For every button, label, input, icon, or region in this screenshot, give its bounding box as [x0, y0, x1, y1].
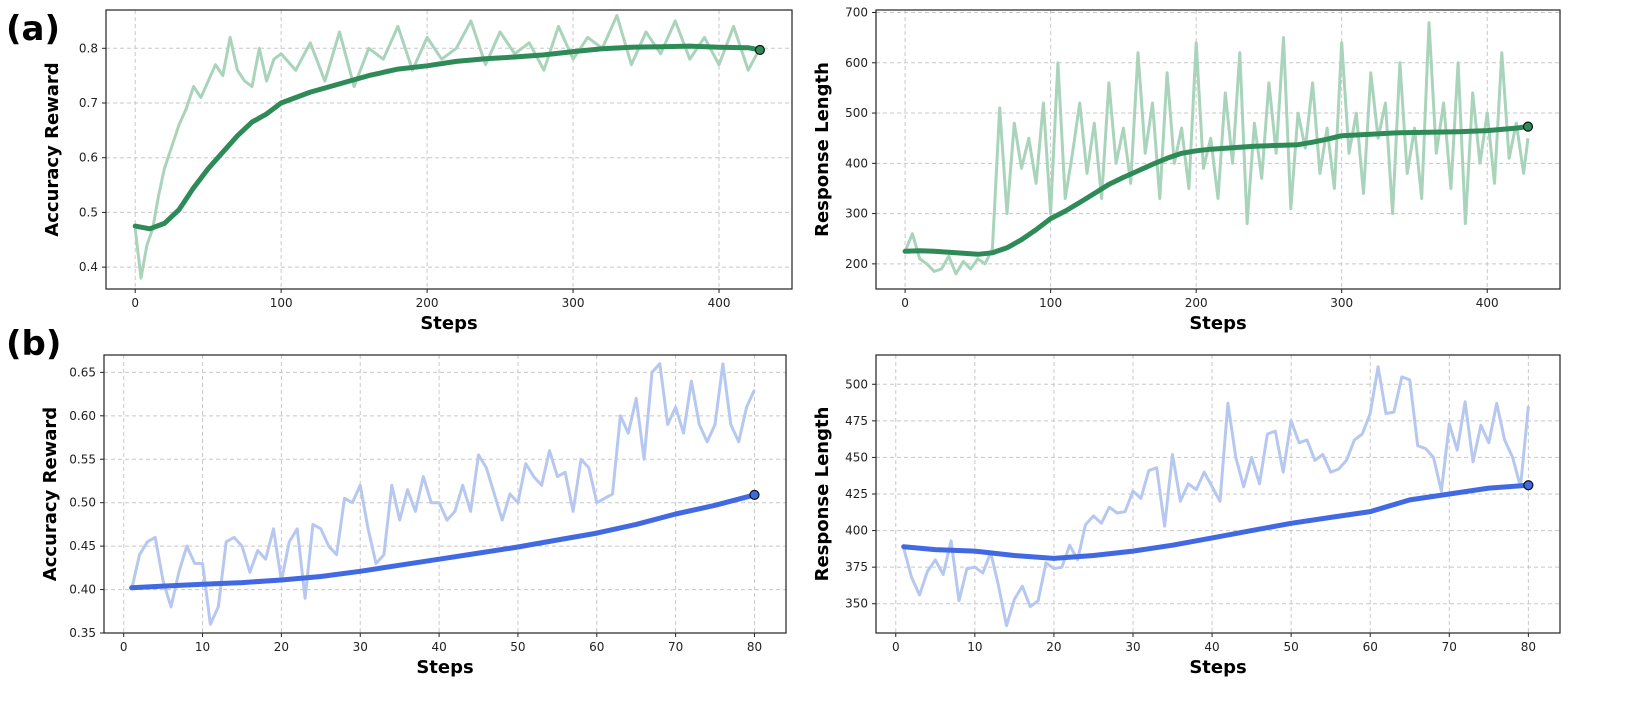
x-tick-label: 40 — [431, 640, 446, 654]
end-point-marker — [1522, 121, 1534, 132]
y-tick-label: 0.65 — [69, 365, 96, 379]
y-tick-label: 0.50 — [69, 496, 96, 510]
y-tick-label: 0.4 — [79, 260, 98, 274]
smoothed-series-line — [902, 124, 1531, 257]
chart-a-response-length: 0 100 200 300 400 200 300 400 500 600 700 Steps Resp… — [812, 6, 1561, 334]
x-tick-label: 20 — [274, 640, 289, 654]
y-axis-title: Accuracy Reward — [40, 407, 61, 581]
y-tick-label: 0.6 — [79, 151, 98, 165]
x-axis-title: Steps — [1189, 313, 1246, 334]
x-axis-title: Steps — [420, 313, 477, 334]
chart-b-response-length: 0 10 20 30 40 50 60 70 80 350 375 400 425 450 475 500 St… — [812, 354, 1561, 678]
x-tick-label: 200 — [416, 296, 439, 310]
x-tick-label: 40 — [1204, 640, 1219, 654]
x-tick-label: 100 — [270, 296, 293, 310]
y-tick-label: 0.55 — [69, 452, 96, 466]
y-tick-label: 0.35 — [69, 626, 96, 640]
x-tick-label: 50 — [510, 640, 525, 654]
end-point-marker — [1523, 480, 1534, 491]
y-tick-label: 500 — [845, 106, 868, 120]
smoothed-series-line — [901, 482, 1531, 561]
x-tick-label: 400 — [708, 296, 731, 310]
plot-frame — [105, 9, 793, 290]
x-tick-label: 10 — [195, 640, 210, 654]
x-tick-label: 80 — [747, 640, 762, 654]
y-tick-label: 500 — [845, 377, 868, 391]
y-tick-label: 375 — [845, 560, 868, 574]
y-tick-label: 700 — [845, 6, 868, 20]
x-tick-label: 60 — [589, 640, 604, 654]
y-axis-title: Response Length — [812, 407, 833, 582]
y-tick-label: 425 — [845, 487, 868, 501]
raw-series-line — [133, 14, 762, 280]
x-axis-title: Steps — [416, 657, 473, 678]
y-tick-label: 400 — [845, 524, 868, 538]
y-tick-label: 350 — [845, 597, 868, 611]
x-tick-label: 0 — [120, 640, 128, 654]
x-tick-label: 0 — [901, 296, 909, 310]
y-axis-title: Response Length — [812, 62, 833, 237]
plot-frame — [875, 9, 1561, 290]
smoothed-series-line — [129, 492, 757, 591]
y-axis-title: Accuracy Reward — [42, 62, 63, 236]
plot-frame — [875, 354, 1561, 634]
y-tick-label: 0.7 — [79, 96, 98, 110]
y-tick-label: 0.8 — [79, 41, 98, 55]
x-axis-title: Steps — [1189, 657, 1246, 678]
y-tick-label: 475 — [845, 414, 868, 428]
end-point-marker — [749, 489, 760, 500]
x-tick-label: 0 — [892, 640, 900, 654]
x-tick-label: 70 — [668, 640, 683, 654]
y-tick-label: 0.45 — [69, 539, 96, 553]
x-tick-label: 50 — [1284, 640, 1299, 654]
x-tick-label: 30 — [353, 640, 368, 654]
chart-a-accuracy-reward: 0 100 200 300 400 0.4 0.5 0.6 0.7 0.8 Steps Accurac… — [42, 9, 793, 334]
x-tick-label: 20 — [1046, 640, 1061, 654]
y-tick-label: 200 — [845, 257, 868, 271]
panel-label-b: (b) — [6, 324, 61, 364]
raw-series-line — [130, 362, 756, 626]
x-tick-label: 400 — [1476, 296, 1499, 310]
y-tick-label: 0.40 — [69, 583, 96, 597]
raw-series-line — [902, 365, 1530, 628]
y-tick-label: 0.5 — [79, 205, 98, 219]
x-tick-label: 300 — [1330, 296, 1353, 310]
x-tick-label: 70 — [1442, 640, 1457, 654]
y-tick-label: 300 — [845, 207, 868, 221]
y-tick-label: 450 — [845, 450, 868, 464]
plot-frame — [103, 354, 787, 634]
x-tick-label: 0 — [131, 296, 139, 310]
smoothed-series-line — [132, 43, 763, 232]
x-tick-label: 30 — [1125, 640, 1140, 654]
x-tick-label: 60 — [1363, 640, 1378, 654]
x-tick-label: 10 — [967, 640, 982, 654]
y-tick-label: 400 — [845, 156, 868, 170]
end-point-marker — [754, 44, 765, 56]
x-tick-label: 100 — [1039, 296, 1062, 310]
x-tick-label: 300 — [562, 296, 585, 310]
y-tick-label: 600 — [845, 56, 868, 70]
panel-label-a: (a) — [6, 9, 60, 49]
y-tick-label: 0.60 — [69, 409, 96, 423]
x-tick-label: 80 — [1521, 640, 1536, 654]
chart-b-accuracy-reward: 0 10 20 30 40 50 60 70 80 0.35 0.40 0.45 0.50 0.55 0.6… — [40, 354, 787, 678]
x-tick-label: 200 — [1185, 296, 1208, 310]
raw-series-line — [903, 21, 1530, 276]
